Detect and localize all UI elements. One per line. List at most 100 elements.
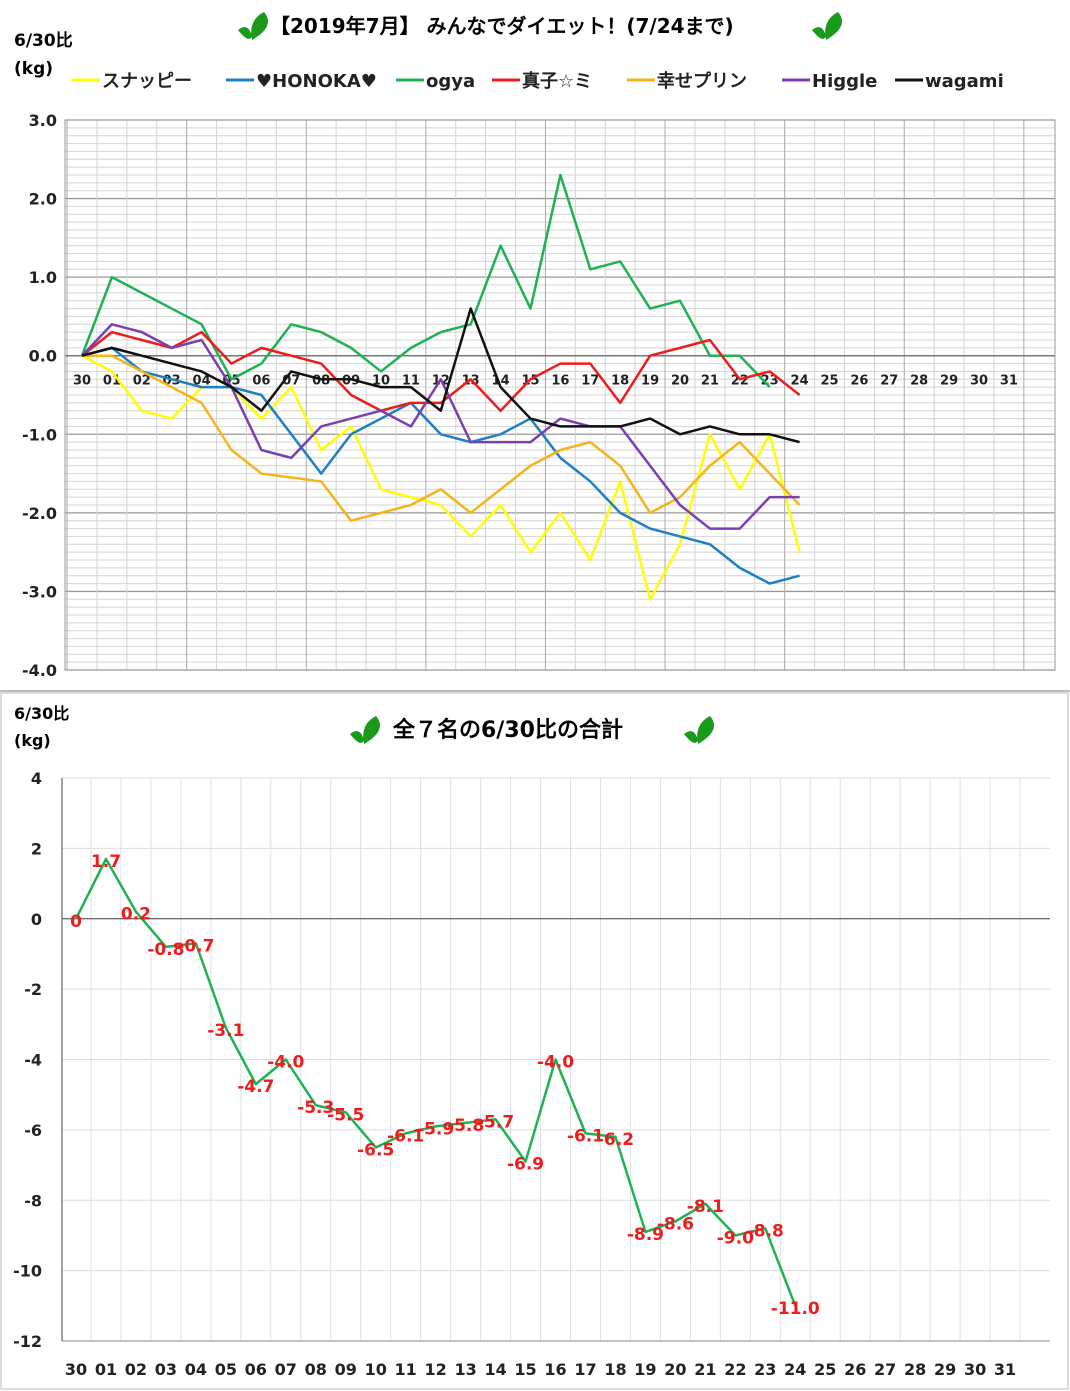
x-tick-label: 03 — [155, 1360, 177, 1379]
x-tick-label: 07 — [275, 1360, 297, 1379]
x-tick-label: 21 — [694, 1360, 716, 1379]
x-tick-label: 06 — [245, 1360, 267, 1379]
data-label: 1.7 — [91, 852, 121, 872]
y-tick-label: -8 — [24, 1191, 42, 1210]
top-ylabel-line1: 6/30比 — [14, 30, 73, 51]
x-tick-label: 25 — [820, 374, 838, 389]
x-tick-label: 11 — [402, 374, 420, 389]
data-label: -4.0 — [267, 1053, 304, 1073]
y-tick-label: -2 — [24, 980, 42, 999]
top-chart-title: 【2019年7月】 みんなでダイエット！(7/24まで) — [270, 14, 734, 38]
series-line-♥HONOKA♥ — [81, 346, 800, 585]
x-tick-label: 29 — [934, 1360, 956, 1379]
y-tick-label: -4.0 — [22, 661, 57, 680]
x-tick-label: 17 — [574, 1360, 596, 1379]
x-tick-label: 18 — [611, 374, 629, 389]
data-label: -5.5 — [327, 1105, 364, 1125]
y-tick-label: 0 — [31, 910, 42, 929]
x-tick-label: 02 — [125, 1360, 147, 1379]
x-tick-label: 21 — [701, 374, 719, 389]
data-label: -3.1 — [207, 1021, 244, 1041]
data-label: -5.7 — [477, 1112, 514, 1132]
leaf-icon — [812, 12, 842, 40]
bottom-ylabel-line2: (kg) — [14, 731, 51, 750]
x-tick-label: 10 — [365, 1360, 387, 1379]
series-line-幸せプリン — [82, 354, 801, 522]
x-tick-label: 16 — [544, 1360, 566, 1379]
x-tick-label: 23 — [761, 374, 779, 389]
x-tick-label: 27 — [874, 1360, 896, 1379]
x-tick-label: 09 — [335, 1360, 357, 1379]
data-label: -8.9 — [627, 1225, 664, 1245]
data-label: -6.1 — [567, 1126, 604, 1146]
legend-label: ♥HONOKA♥ — [256, 71, 377, 92]
data-label: -4.7 — [237, 1077, 274, 1097]
leaf-icon — [350, 716, 380, 744]
data-label: -11.0 — [771, 1299, 820, 1319]
data-label: -4.0 — [537, 1053, 574, 1073]
series-line-ogya — [80, 173, 771, 389]
x-tick-label: 04 — [185, 1360, 207, 1379]
x-tick-label: 24 — [791, 374, 809, 389]
x-tick-label: 13 — [454, 1360, 476, 1379]
top-chart-legend: スナッピー ♥HONOKA♥ ogya 真子☆ミ 幸せプリン Higgle wagami — [72, 70, 1004, 92]
data-label: -5.8 — [447, 1116, 484, 1136]
x-tick-label: 28 — [904, 1360, 926, 1379]
top-ylabel-line2: (kg) — [14, 59, 53, 79]
legend-label: Higgle — [812, 71, 877, 92]
x-tick-label: 30 — [964, 1360, 986, 1379]
x-tick-label: 16 — [551, 374, 569, 389]
bottom-chart-line: 01.70.2-0.8-0.7-3.1-4.7-4.0-5.3-5.5-6.5-… — [70, 852, 820, 1319]
y-tick-label: 0.0 — [29, 347, 57, 366]
x-tick-label: 27 — [880, 374, 898, 389]
x-tick-label: 12 — [425, 1360, 447, 1379]
legend-label: 真子☆ミ — [522, 70, 592, 92]
x-tick-label: 19 — [641, 374, 659, 389]
x-tick-label: 18 — [604, 1360, 626, 1379]
x-tick-label: 26 — [844, 1360, 866, 1379]
series-line-真子☆ミ — [81, 330, 801, 412]
x-tick-label: 05 — [215, 1360, 237, 1379]
data-label: -8.1 — [687, 1197, 724, 1217]
x-tick-label: 20 — [671, 374, 689, 389]
bottom-panel-border — [0, 692, 1069, 1390]
x-tick-label: 31 — [1000, 374, 1018, 389]
series-line-wagami — [81, 307, 800, 444]
bottom-chart-title: 全７名の6/30比の合計 — [392, 717, 623, 743]
x-tick-label: 02 — [133, 374, 151, 389]
x-tick-label: 29 — [940, 374, 958, 389]
x-tick-label: 17 — [581, 374, 599, 389]
x-tick-label: 14 — [484, 1360, 506, 1379]
y-tick-label: -3.0 — [22, 582, 57, 601]
data-label: -0.7 — [177, 936, 214, 956]
x-tick-label: 15 — [514, 1360, 536, 1379]
leaf-icon — [238, 12, 268, 40]
plot-border — [64, 119, 1056, 671]
data-label: -6.5 — [357, 1140, 394, 1160]
x-tick-label: 28 — [910, 374, 928, 389]
legend-label: 幸せプリン — [657, 70, 747, 92]
data-label: -5.3 — [297, 1098, 334, 1118]
y-tick-label: -4 — [24, 1051, 42, 1070]
data-label: -9.0 — [717, 1228, 754, 1248]
y-tick-label: -10 — [13, 1262, 42, 1281]
x-tick-label: 30 — [65, 1360, 87, 1379]
x-tick-label: 19 — [634, 1360, 656, 1379]
x-tick-label: 30 — [73, 374, 91, 389]
y-tick-label: -6 — [24, 1121, 42, 1140]
y-tick-label: -1.0 — [22, 425, 57, 444]
data-label: -6.9 — [507, 1155, 544, 1175]
x-tick-label: 26 — [850, 374, 868, 389]
legend-label: スナッピー — [102, 71, 192, 92]
data-label: -8.8 — [747, 1221, 784, 1241]
data-label: 0 — [70, 912, 82, 932]
data-label: -8.6 — [657, 1214, 694, 1234]
x-tick-label: 11 — [395, 1360, 417, 1379]
series-line-Higgle — [81, 323, 800, 530]
y-tick-label: 2 — [31, 839, 42, 858]
data-label: -6.2 — [597, 1130, 634, 1150]
x-tick-label: 22 — [724, 1360, 746, 1379]
x-tick-label: 23 — [754, 1360, 776, 1379]
